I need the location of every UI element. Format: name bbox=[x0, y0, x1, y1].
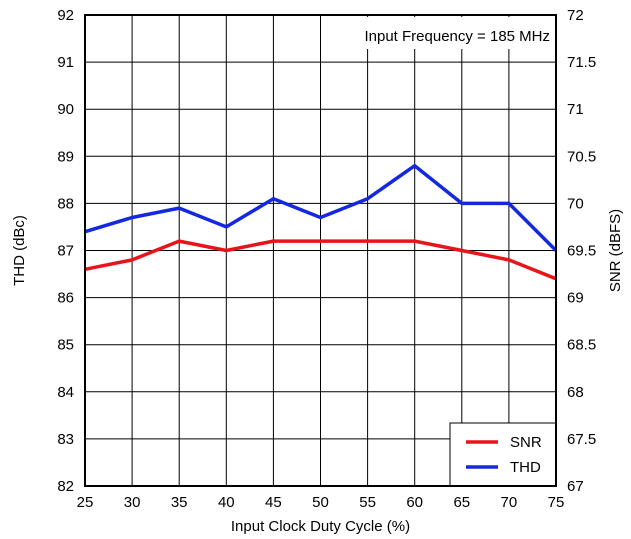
right-y-tick-labels: 67 67.5 68 68.5 69 69.5 70 70.5 71 71.5 72 bbox=[567, 7, 596, 495]
left-y-tick-label: 91 bbox=[57, 54, 74, 71]
x-tick-label: 25 bbox=[77, 494, 94, 511]
right-y-tick-label: 67.5 bbox=[567, 431, 596, 448]
plot-frame bbox=[84, 14, 557, 487]
right-y-tick-label: 69 bbox=[567, 290, 584, 307]
series-line-thd bbox=[84, 163, 558, 252]
left-y-tick-label: 90 bbox=[57, 101, 74, 118]
right-y-tick-label: 68.5 bbox=[567, 337, 596, 354]
left-y-tick-label: 92 bbox=[57, 7, 74, 24]
series-lines bbox=[84, 163, 558, 281]
x-tick-label: 50 bbox=[312, 494, 329, 511]
x-tick-label: 55 bbox=[359, 494, 376, 511]
x-axis-label: Input Clock Duty Cycle (%) bbox=[231, 518, 410, 535]
left-y-tick-label: 82 bbox=[57, 478, 74, 495]
left-y-tick-label: 88 bbox=[57, 195, 74, 212]
right-y-tick-label: 71 bbox=[567, 101, 584, 118]
left-y-tick-label: 89 bbox=[57, 148, 74, 165]
left-y-tick-label: 85 bbox=[57, 337, 74, 354]
left-y-tick-label: 84 bbox=[57, 384, 74, 401]
x-tick-label: 35 bbox=[171, 494, 188, 511]
right-y-tick-label: 72 bbox=[567, 7, 584, 24]
legend-box bbox=[449, 422, 557, 487]
right-y-tick-label: 67 bbox=[567, 478, 584, 495]
x-tick-label: 65 bbox=[453, 494, 470, 511]
x-tick-label: 30 bbox=[124, 494, 141, 511]
right-y-tick-label: 71.5 bbox=[567, 54, 596, 71]
right-y-tick-label: 70.5 bbox=[567, 148, 596, 165]
x-tick-label: 60 bbox=[406, 494, 423, 511]
left-y-tick-label: 83 bbox=[57, 431, 74, 448]
legend: SNR THD bbox=[449, 422, 557, 487]
chart-annotation: Input Frequency = 185 MHz bbox=[364, 28, 550, 45]
annotation-background bbox=[322, 17, 555, 49]
x-tick-label: 70 bbox=[501, 494, 518, 511]
left-y-tick-labels: 82 83 84 85 86 87 88 89 90 91 92 bbox=[57, 7, 74, 495]
left-y-axis-label: THD (dBc) bbox=[11, 215, 28, 286]
legend-label-thd: THD bbox=[510, 459, 541, 476]
right-y-tick-label: 68 bbox=[567, 384, 584, 401]
right-y-axis-label: SNR (dBFS) bbox=[607, 209, 624, 292]
legend-label-snr: SNR bbox=[510, 434, 542, 451]
left-y-tick-label: 86 bbox=[57, 290, 74, 307]
series-line-snr bbox=[84, 239, 557, 281]
x-tick-label: 40 bbox=[218, 494, 235, 511]
x-tick-label: 45 bbox=[265, 494, 282, 511]
x-tick-labels: 25 30 35 40 45 50 55 60 65 70 75 bbox=[77, 494, 565, 511]
right-y-tick-label: 69.5 bbox=[567, 243, 596, 260]
right-y-tick-label: 70 bbox=[567, 195, 584, 212]
left-y-tick-label: 87 bbox=[57, 243, 74, 260]
x-tick-label: 75 bbox=[548, 494, 565, 511]
